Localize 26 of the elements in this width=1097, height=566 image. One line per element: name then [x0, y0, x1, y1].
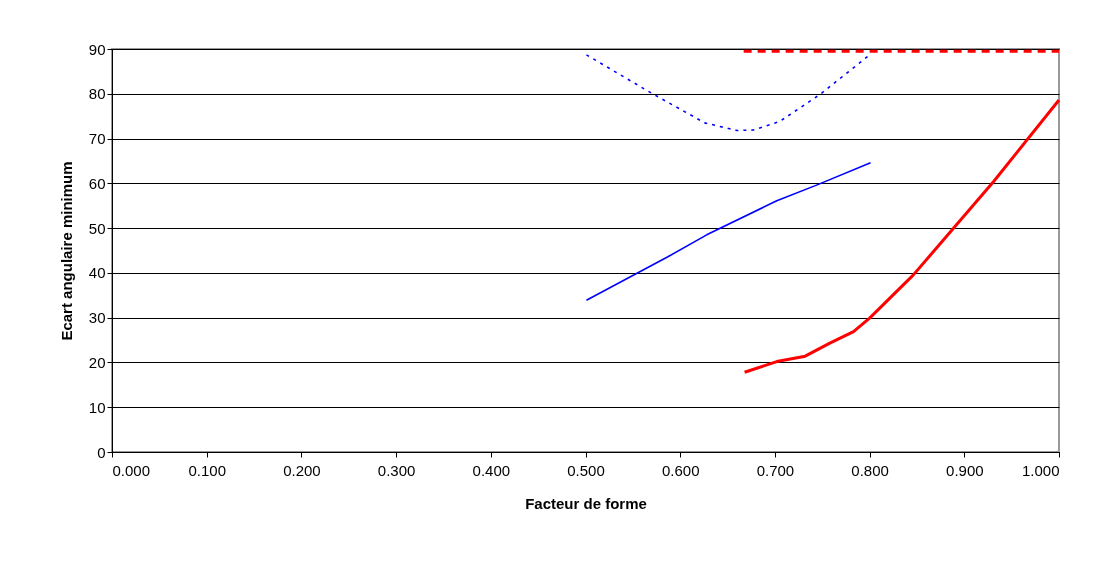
x-tick-label: 0.500	[567, 461, 605, 479]
y-tick-label: 90	[88, 40, 106, 58]
x-tick-label: 0.400	[472, 461, 511, 479]
x-tick-label: 0.200	[283, 461, 321, 479]
y-tick-label: 80	[88, 85, 106, 103]
y-tick-label: 30	[88, 309, 106, 327]
y-axis-title: Ecart angulaire minimum	[57, 161, 75, 341]
line-series	[585, 54, 871, 132]
y-tick-label: 10	[88, 398, 106, 416]
y-tick-label: 50	[88, 219, 106, 237]
x-axis-title: Facteur de forme	[525, 494, 647, 512]
x-tick-label: 0.100	[188, 461, 226, 479]
y-tick-label: 0	[97, 443, 106, 461]
y-tick-label: 20	[88, 353, 106, 371]
y-tick-label: 40	[88, 264, 106, 282]
y-tick-label: 60	[88, 174, 106, 192]
x-tick-label: 0.000	[112, 461, 151, 479]
x-tick-label: 0.700	[756, 461, 795, 479]
x-tick-label: 0.600	[661, 461, 700, 479]
x-tick-label: 0.800	[851, 461, 889, 479]
x-tick-label: 1.000	[1021, 461, 1060, 479]
line-series	[743, 98, 1061, 374]
line-series	[585, 161, 872, 301]
x-tick-label: 0.900	[946, 461, 984, 479]
y-tick-label: 70	[88, 130, 106, 148]
x-tick-label: 0.300	[377, 461, 416, 479]
